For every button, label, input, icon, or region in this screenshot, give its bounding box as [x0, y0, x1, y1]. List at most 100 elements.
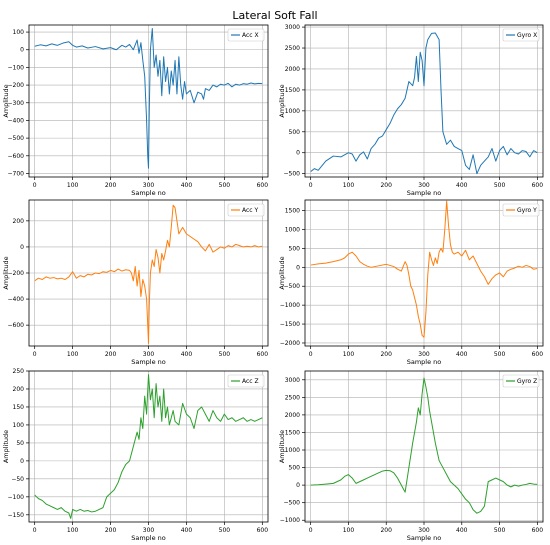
subplot-acc-y: 0 100 200 300 400 500 600 200 0 −200 −400 −600 Sampl… — [2, 199, 269, 366]
y-tick-label: 200 — [13, 386, 25, 393]
x-tick-label: 100 — [67, 351, 79, 358]
x-tick-label: 600 — [532, 182, 544, 189]
series-line — [310, 377, 538, 514]
x-tick-label: 100 — [67, 527, 79, 534]
legend-box — [227, 28, 265, 42]
x-tick-label: 100 — [67, 182, 79, 189]
figure-title: Lateral Soft Fall — [232, 9, 317, 22]
legend-label: Gyro Y — [517, 207, 537, 214]
x-tick-label: 300 — [143, 527, 155, 534]
y-tick-label: −150 — [8, 512, 25, 519]
series-line — [310, 32, 538, 175]
x-tick-label: 600 — [532, 351, 544, 358]
x-tick-label: 300 — [143, 182, 155, 189]
y-tick-label: 100 — [13, 422, 25, 429]
subplot-gyro-z: 0 100 200 300 400 500 600 3000 2500 2000 1500 1000 5… — [278, 370, 544, 542]
x-tick-label: 400 — [181, 182, 193, 189]
y-tick-label: 500 — [289, 129, 301, 136]
y-tick-label: −500 — [284, 171, 301, 178]
y-tick-label: 250 — [13, 368, 25, 375]
x-tick-label: 200 — [380, 527, 392, 534]
x-tick-label: 200 — [105, 527, 117, 534]
x-tick-label: 400 — [181, 351, 193, 358]
y-tick-label: −500 — [8, 135, 25, 142]
y-tick-label: 2500 — [285, 45, 300, 52]
y-tick-label: −200 — [8, 270, 25, 277]
x-tick-label: 100 — [343, 527, 355, 534]
legend-label: Gyro X — [517, 32, 537, 39]
y-tick-label: 1500 — [285, 208, 300, 215]
y-tick-label: −100 — [8, 64, 25, 71]
y-tick-label: −1000 — [280, 517, 300, 524]
x-tick-label: 0 — [309, 351, 313, 358]
x-tick-label: 500 — [494, 182, 506, 189]
legend-label: Gyro Z — [517, 378, 537, 385]
x-tick-label: 0 — [309, 527, 313, 534]
y-axis-label: Amplitude — [278, 430, 286, 463]
x-tick-label: 500 — [219, 182, 231, 189]
subplot-gyro-x: 0 100 200 300 400 500 600 3000 2500 2000 1500 1000 5… — [278, 24, 544, 197]
y-tick-label: −600 — [8, 153, 25, 160]
series-line — [310, 200, 538, 338]
y-tick-label: 100 — [13, 29, 25, 36]
x-tick-label: 200 — [380, 351, 392, 358]
x-axis-label: Sample no — [407, 358, 442, 366]
y-tick-label: 1000 — [285, 227, 300, 234]
y-tick-label: 0 — [20, 458, 24, 465]
x-tick-label: 600 — [257, 182, 269, 189]
x-tick-label: 0 — [309, 182, 313, 189]
y-tick-label: −1000 — [280, 302, 300, 309]
y-tick-label: −500 — [284, 500, 301, 507]
y-axis-label: Amplitude — [2, 84, 10, 117]
y-tick-label: −500 — [284, 283, 301, 290]
y-tick-label: 0 — [20, 47, 24, 54]
x-tick-label: 0 — [33, 351, 37, 358]
x-tick-label: 300 — [418, 351, 430, 358]
y-tick-label: −200 — [8, 82, 25, 89]
x-tick-label: 400 — [456, 527, 468, 534]
y-tick-label: 150 — [13, 404, 25, 411]
x-axis-label: Sample no — [131, 189, 166, 197]
y-tick-label: −100 — [8, 494, 25, 501]
y-tick-label: −50 — [11, 476, 24, 483]
y-tick-label: 0 — [296, 150, 300, 157]
y-tick-label: 0 — [20, 244, 24, 251]
x-tick-label: 300 — [143, 351, 155, 358]
y-tick-label: 1500 — [285, 429, 300, 436]
y-tick-label: 500 — [289, 245, 301, 252]
subplot-acc-z: 0 100 200 300 400 500 600250200150100500−50−10… — [2, 368, 269, 542]
x-tick-label: 600 — [257, 527, 269, 534]
y-tick-label: 0 — [296, 264, 300, 271]
y-tick-label: 3000 — [285, 377, 300, 384]
legend-box — [227, 203, 265, 217]
y-tick-label: 2500 — [285, 394, 300, 401]
x-tick-label: 400 — [456, 182, 468, 189]
x-tick-label: 600 — [257, 351, 269, 358]
x-tick-label: 100 — [343, 182, 355, 189]
y-tick-label: −400 — [8, 296, 25, 303]
x-tick-label: 400 — [181, 527, 193, 534]
x-axis-label: Sample no — [407, 189, 442, 197]
x-axis-label: Sample no — [131, 534, 166, 542]
legend-label: Acc Z — [242, 378, 259, 385]
y-tick-label: 1500 — [285, 87, 300, 94]
y-tick-label: 200 — [13, 218, 25, 225]
x-tick-label: 200 — [105, 351, 117, 358]
x-tick-label: 500 — [494, 351, 506, 358]
legend-box — [502, 374, 540, 388]
y-axis-label: Amplitude — [278, 84, 286, 117]
y-tick-label: −400 — [8, 117, 25, 124]
series-line — [34, 374, 263, 519]
y-tick-label: −600 — [8, 322, 25, 329]
y-tick-label: 2000 — [285, 412, 300, 419]
x-tick-label: 0 — [33, 182, 37, 189]
x-tick-label: 500 — [494, 527, 506, 534]
y-tick-label: −1500 — [280, 321, 300, 328]
series-line — [34, 28, 263, 169]
x-tick-label: 600 — [532, 527, 544, 534]
y-tick-label: 0 — [296, 482, 300, 489]
y-axis-label: Amplitude — [278, 256, 286, 289]
series-line — [34, 204, 263, 344]
y-tick-label: 3000 — [285, 24, 300, 31]
